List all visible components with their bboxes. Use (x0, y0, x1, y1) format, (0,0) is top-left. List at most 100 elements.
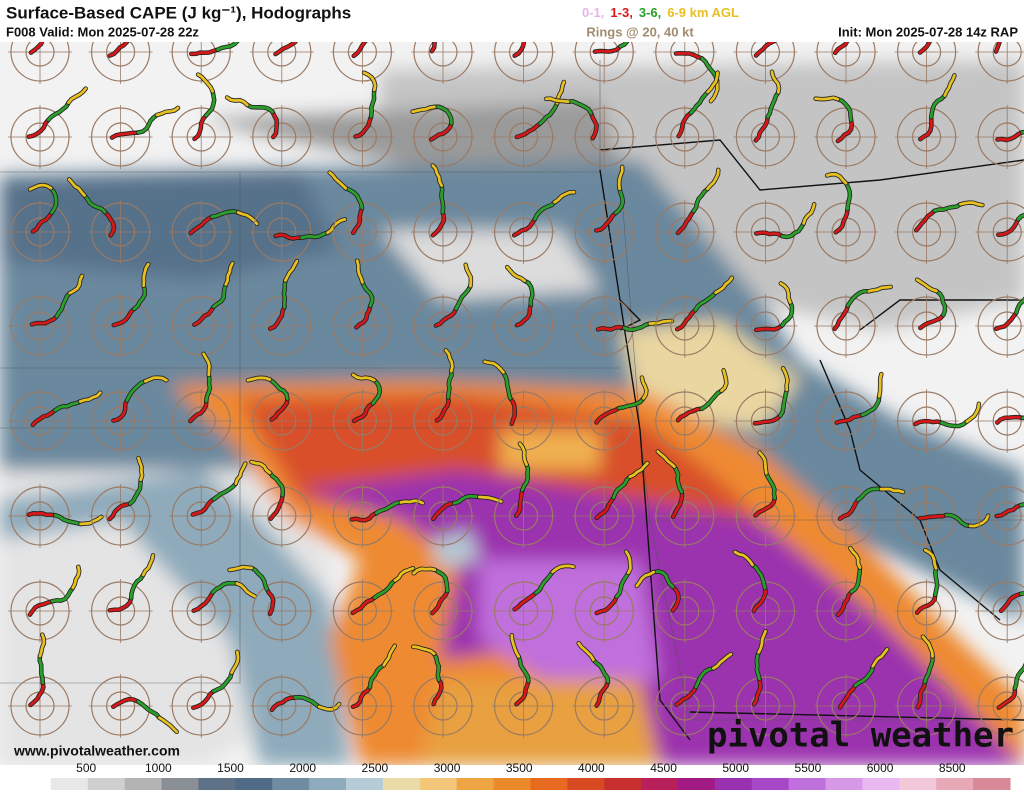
hodo-trace (675, 685, 698, 707)
hodograph (732, 549, 798, 643)
hodograph (330, 42, 395, 84)
hodo-trace (994, 311, 1018, 331)
hodo-trace (753, 414, 782, 425)
hodo-trace (513, 42, 526, 58)
hodo-trace (781, 366, 789, 392)
hodo-trace (915, 593, 937, 615)
hodograph (814, 42, 878, 84)
crosshair (88, 105, 153, 169)
hodograph (491, 633, 556, 738)
colorbar-tick-label: 2500 (362, 761, 389, 775)
hodograph (224, 95, 314, 169)
crosshair (652, 389, 717, 453)
hodo-trace (189, 48, 220, 56)
hodograph (572, 640, 637, 738)
layer-legend: 0-1, 1-3, 3-6, 6-9 km AGL (582, 5, 739, 20)
hodo-trace (351, 685, 372, 709)
hodo-trace (234, 462, 247, 486)
hodo-trace (752, 586, 768, 613)
colorbar-swatch (272, 778, 310, 790)
hodograph (543, 96, 637, 169)
hodo-trace (612, 475, 632, 499)
colorbar-tick-label: 6000 (867, 761, 894, 775)
colorbar-swatch (899, 778, 937, 790)
hodograph (975, 484, 1024, 548)
hodo-trace (27, 511, 57, 517)
hodo-trace (505, 19, 525, 33)
hodo-trace (508, 396, 517, 426)
hodo-trace (673, 465, 684, 494)
hodo-trace (31, 408, 57, 427)
hodo-trace (67, 178, 86, 197)
hodo-trace (143, 376, 168, 383)
hodograph (975, 200, 1024, 264)
hodo-trace (780, 301, 794, 327)
hodo-trace (245, 103, 274, 114)
colorbar-tick-label: 3500 (506, 761, 533, 775)
hodo-trace (940, 420, 969, 428)
hodo-trace (375, 501, 403, 515)
hodo-trace (844, 181, 852, 211)
hodo-trace (354, 304, 372, 329)
hodo-trace (191, 497, 216, 516)
hodograph (411, 0, 475, 84)
hodo-trace (720, 368, 728, 393)
hodo-trace (901, 0, 920, 7)
hodo-trace (157, 716, 179, 734)
hodo-trace (538, 101, 559, 125)
hodo-trace (671, 585, 681, 612)
hodo-trace (997, 687, 1017, 710)
hodograph (411, 644, 475, 738)
hodo-trace (595, 406, 621, 424)
hodo-trace (355, 259, 364, 284)
hodo-trace (714, 276, 734, 295)
hodo-trace (393, 566, 415, 582)
hodo-trace (111, 697, 140, 709)
hodo-trace (452, 494, 481, 505)
colorbar-tick-label: 2000 (289, 761, 316, 775)
valid-time: F008 Valid: Mon 2025-07-28 22z (6, 24, 199, 39)
colorbar-swatch (346, 778, 384, 790)
hodo-trace (362, 71, 377, 92)
crosshair (733, 42, 798, 84)
hodo-trace (755, 651, 761, 681)
hodograph (652, 167, 721, 264)
hodo-trace (918, 115, 933, 141)
hodo-trace (566, 99, 593, 115)
hodo-trace (191, 689, 215, 710)
hodo-trace (433, 568, 449, 593)
colorbar-swatch (87, 778, 126, 790)
hodo-trace (204, 89, 216, 117)
hodo-trace (265, 587, 275, 616)
crosshair (169, 200, 234, 264)
crosshair (249, 579, 314, 643)
colorbar-tick-label: 1000 (145, 761, 172, 775)
hodo-trace (706, 71, 719, 94)
hodo-trace (430, 42, 437, 53)
hodo-trace (202, 352, 211, 377)
crosshair (249, 674, 314, 738)
hodo-trace (412, 0, 432, 1)
hodo-trace (137, 456, 144, 482)
hodo-trace (128, 478, 143, 505)
crosshair (975, 42, 1024, 84)
hodo-trace (464, 263, 473, 288)
crosshair (814, 579, 878, 643)
hodograph (249, 200, 348, 264)
hodo-trace (78, 391, 102, 403)
init-time: Init: Mon 2025-07-28 14z RAP (838, 24, 1018, 39)
crosshair (169, 294, 234, 358)
hodo-trace (210, 209, 240, 219)
hodo-trace (352, 42, 367, 58)
hodo-trace (300, 231, 329, 240)
crosshair (572, 200, 637, 264)
hodo-trace (523, 279, 534, 306)
hodograph (975, 105, 1024, 169)
hodo-trace (877, 372, 883, 398)
hodo-trace (142, 262, 150, 288)
hodograph (8, 389, 103, 453)
hodo-trace (709, 79, 719, 103)
crosshair (88, 484, 153, 548)
hodograph (88, 42, 153, 84)
hodograph (8, 273, 85, 358)
